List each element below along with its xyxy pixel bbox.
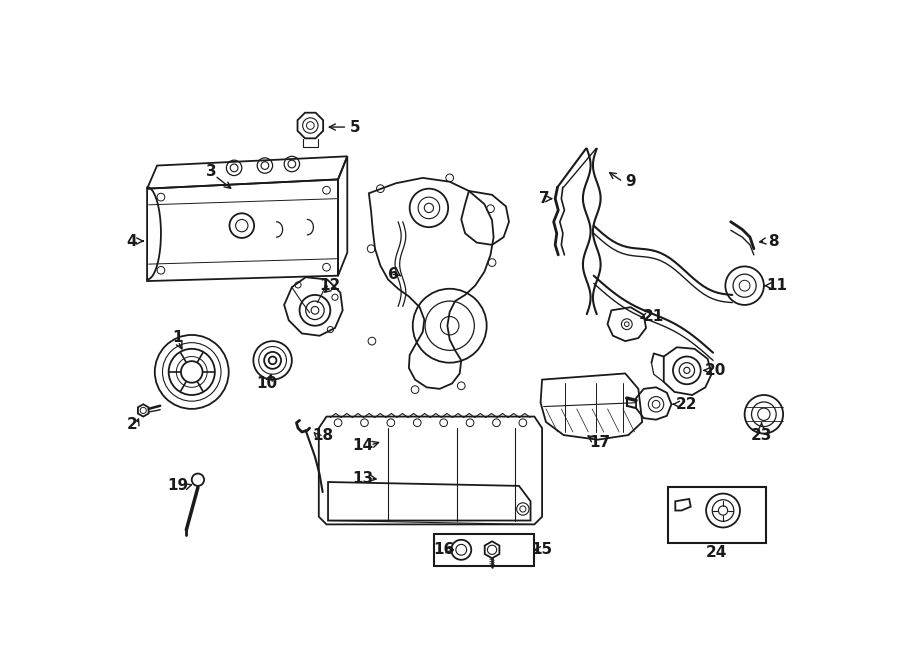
Text: 10: 10 [256, 376, 278, 391]
Text: 4: 4 [126, 233, 137, 249]
Text: 12: 12 [320, 278, 341, 293]
Text: 22: 22 [675, 397, 697, 412]
Text: 9: 9 [626, 175, 636, 189]
Text: 15: 15 [532, 542, 553, 557]
Text: 24: 24 [706, 545, 727, 561]
Text: 14: 14 [352, 438, 374, 453]
Text: 2: 2 [126, 417, 137, 432]
Text: 7: 7 [539, 191, 550, 206]
Text: 16: 16 [434, 542, 454, 557]
Text: 13: 13 [352, 471, 374, 486]
Text: 19: 19 [167, 479, 188, 493]
Text: 6: 6 [388, 266, 399, 282]
Text: 3: 3 [206, 164, 216, 179]
Text: 17: 17 [590, 435, 610, 450]
Text: 1: 1 [173, 330, 183, 345]
Text: 5: 5 [350, 120, 360, 135]
Text: 23: 23 [751, 428, 772, 443]
Text: 11: 11 [767, 278, 788, 293]
Bar [668, 487, 766, 543]
Text: 21: 21 [644, 309, 664, 324]
Text: 18: 18 [312, 428, 333, 443]
Bar [435, 533, 535, 566]
Text: 8: 8 [768, 233, 778, 249]
Text: 20: 20 [705, 363, 726, 378]
